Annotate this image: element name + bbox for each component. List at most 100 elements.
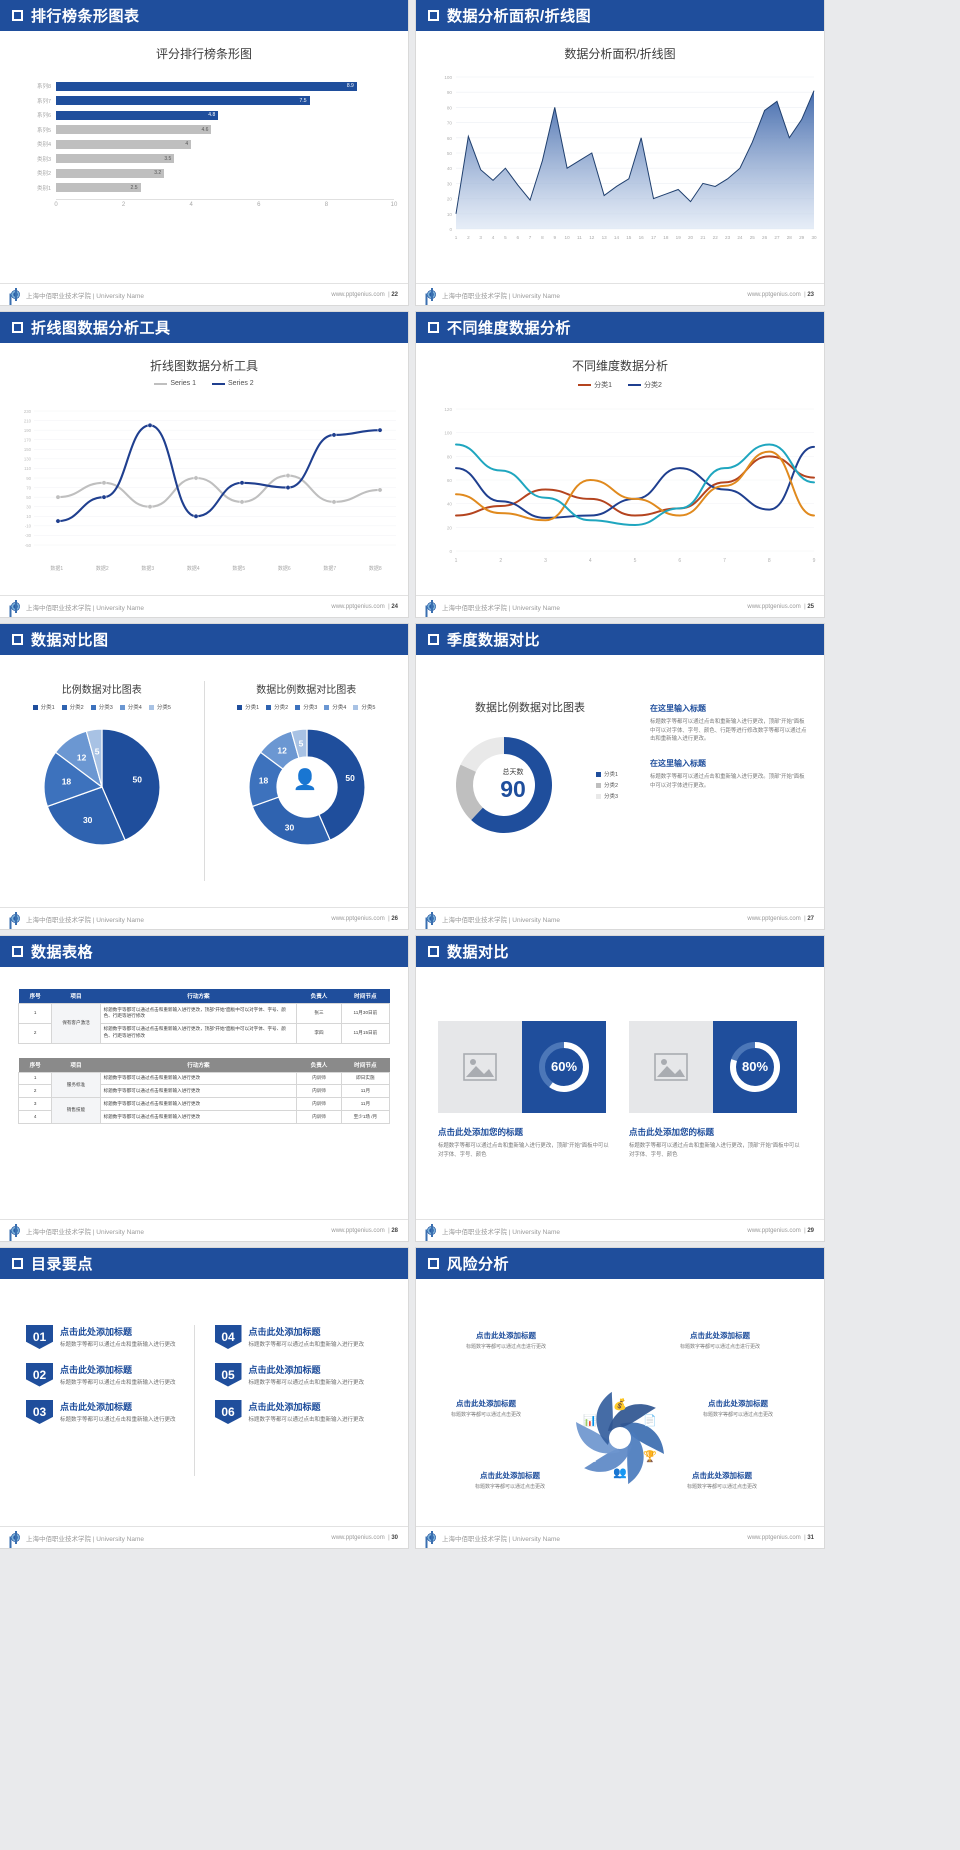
- bar: 2.5: [56, 183, 141, 193]
- legend-item: 分类2: [596, 781, 618, 789]
- page-number: 29: [807, 1227, 814, 1234]
- legend-label: 分类4: [332, 705, 347, 711]
- school-logo-icon: [426, 912, 437, 925]
- slide-title: 排行榜条形图表: [31, 8, 140, 25]
- slice-value-label: 18: [258, 775, 268, 785]
- legend-label: 分类1: [40, 705, 55, 711]
- slide-multi-dimension: 不同维度数据分析 不同维度数据分析 分类1 分类2 0 20 40 60 80 100 12…: [416, 312, 824, 617]
- percent-card[interactable]: 80% 点击此处添加您的标题 标题数字等都可以通过点击和重新输入进行更改，顶部“…: [629, 1021, 802, 1219]
- chart-title: 折线图数据分析工具: [149, 359, 258, 373]
- quarter-text-panel: 在这里输入标题 标题数字等都可以通过点击和重新输入进行更改，顶部“开始”面板中可…: [644, 655, 824, 907]
- catalog-item[interactable]: 04 点击此处添加标题 标题数字等都可以通过点击和重新输入进行更改: [214, 1325, 383, 1350]
- bar-track: 3.2: [56, 168, 394, 178]
- risk-item[interactable]: 点击此处添加标题 标题数字等都可以通过点击更改: [684, 1398, 792, 1419]
- slide-title: 折线图数据分析工具: [31, 320, 171, 337]
- footer-org: 上海中佰职业技术学院 | University Name: [26, 292, 144, 300]
- risk-item-title: 点击此处添加标题: [456, 1399, 516, 1408]
- catalog-item[interactable]: 03 点击此处添加标题 标题数字等都可以通过点击和重新输入进行更改: [26, 1400, 194, 1425]
- x-tick-label: 数据8: [368, 566, 382, 572]
- legend-swatch: [295, 704, 301, 710]
- risk-item[interactable]: 点击此处添加标题 标题数字等都可以通过点击进行更改: [452, 1330, 560, 1351]
- x-tick-label: 数据4: [186, 566, 200, 572]
- y-tick-label: 30: [26, 505, 31, 510]
- catalog-item[interactable]: 06 点击此处添加标题 标题数字等都可以通过点击和重新输入进行更改: [214, 1400, 383, 1425]
- series-line-分类4: [455, 443, 815, 526]
- risk-item[interactable]: 点击此处添加标题 标题数字等都可以通过点击更改: [668, 1470, 776, 1491]
- slide-quarterly: 季度数据对比 数据比例数据对比图表 总天数 90 分类1 分类2 分类3 在这里输入…: [416, 624, 824, 929]
- pie-slice: [305, 728, 366, 841]
- slide-footer: 上海中佰职业技术学院 | University Name www.pptgeni…: [416, 1219, 824, 1241]
- card-body: 标题数字等都可以通过点击和重新输入进行更改，顶部“开始”面板中可以对字体、字号、…: [438, 1143, 609, 1158]
- data-table-secondary: 序号 项目 行动方案 负责人 时间节点 1 服务标准 标题数字等都可以通过点击和重新输入进行更…: [17, 1057, 391, 1125]
- chart-title: 数据比例数据对比图表: [475, 702, 585, 714]
- page-number: 22: [391, 291, 398, 298]
- risk-item[interactable]: 点击此处添加标题 标题数字等都可以通过点击更改: [432, 1398, 540, 1419]
- slide-header: 目录要点: [0, 1248, 408, 1279]
- page-number: 31: [807, 1534, 814, 1541]
- x-tick-label: 22: [713, 235, 719, 240]
- slide-header: 不同维度数据分析: [416, 312, 824, 343]
- table-header-cell: 项目: [51, 989, 101, 1004]
- footer-org: 上海中佰职业技术学院 | University Name: [26, 1535, 144, 1543]
- legend-swatch: [578, 384, 592, 386]
- legend-swatch: [237, 704, 243, 710]
- total-days-donut: [456, 737, 552, 833]
- x-tick-label: 18: [663, 235, 669, 240]
- catalog-item-body: 标题数字等都可以通过点击和重新输入进行更改: [248, 1417, 365, 1424]
- legend-item: Series 1: [154, 380, 196, 387]
- square-bullet-icon: [428, 634, 439, 645]
- square-bullet-icon: [12, 634, 23, 645]
- slide-title: 季度数据对比: [447, 632, 541, 649]
- catalog-number-badge: 02: [26, 1362, 53, 1387]
- slide-area-line: 数据分析面积/折线图 数据分析面积/折线图 0 10 20 30 40 50 60 70 80 9…: [416, 0, 824, 305]
- legend-item: 分类1: [578, 380, 612, 390]
- legend-swatch: [596, 782, 601, 788]
- money-bag-icon: 💰: [613, 1398, 627, 1411]
- catalog-number-badge: 03: [26, 1400, 53, 1425]
- x-tick-label: 26: [762, 235, 768, 240]
- footer-org: 上海中佰职业技术学院 | University Name: [26, 916, 144, 924]
- y-tick-label: -10: [25, 524, 32, 529]
- table-header-cell: 时间节点: [341, 1057, 390, 1073]
- table-header-cell: 序号: [18, 989, 52, 1004]
- chart-legend: 分类1 分类2: [416, 380, 824, 390]
- catalog-item[interactable]: 02 点击此处添加标题 标题数字等都可以通过点击和重新输入进行更改: [26, 1362, 194, 1388]
- page-number: 24: [391, 603, 398, 610]
- bar-x-axis: 0 2 4 6 8 10: [54, 199, 397, 211]
- x-tick-label: 数据5: [232, 566, 246, 572]
- table-cell: 11月30日前: [340, 1003, 391, 1024]
- risk-item[interactable]: 点击此处添加标题 标题数字等都可以通过点击进行更改: [666, 1330, 774, 1351]
- table-cell: 张三: [296, 1003, 342, 1024]
- percent-ring-60: 60%: [539, 1042, 589, 1092]
- percent-ring-80: 80%: [730, 1042, 780, 1092]
- legend-swatch: [154, 382, 168, 385]
- pie-slice: [85, 728, 103, 788]
- legend-swatch: [353, 704, 359, 710]
- legend-item: 分类3: [596, 792, 618, 800]
- pinwheel-blade: [596, 1391, 613, 1445]
- catalog-item[interactable]: 05 点击此处添加标题 标题数字等都可以通过点击和重新输入进行更改: [214, 1362, 383, 1388]
- slice-value-label: 30: [284, 822, 294, 832]
- bar-value-label: 3.5: [164, 155, 172, 162]
- risk-item[interactable]: 点击此处添加标题 标题数字等都可以通过点击更改: [456, 1470, 564, 1491]
- legend-label: Series 1: [170, 380, 196, 387]
- school-logo-icon: [10, 1531, 21, 1544]
- table-cell: 11月: [340, 1084, 391, 1099]
- legend-item: 分类5: [353, 703, 375, 711]
- table-cell: 内训师: [296, 1110, 342, 1125]
- table-cell: 11月15日前: [340, 1022, 391, 1044]
- y-tick-label: 130: [24, 457, 32, 462]
- percent-card[interactable]: 60% 点击此处添加您的标题 标题数字等都可以通过点击和重新输入进行更改，顶部“…: [438, 1021, 611, 1219]
- x-tick-label: 4: [589, 558, 592, 564]
- chart-title: 数据分析面积/折线图: [564, 47, 676, 61]
- catalog-item[interactable]: 01 点击此处添加标题 标题数字等都可以通过点击和重新输入进行更改: [26, 1325, 194, 1350]
- bar-category-label: 系列5: [36, 127, 51, 134]
- multi-line-chart: 0 20 40 60 80 100 120 1 2 3 4 5 6 7 8 9: [444, 407, 815, 564]
- catalog-number-badge: 04: [214, 1325, 242, 1349]
- x-tick-label: 1: [455, 558, 458, 564]
- square-bullet-icon: [428, 946, 439, 957]
- donut-slice: [471, 737, 552, 833]
- table-cell: 标题数字等都可以通过点击和重新输入进行更改: [99, 1071, 298, 1086]
- table-header-cell: 时间节点: [341, 989, 390, 1004]
- pinwheel-blade: [620, 1422, 664, 1454]
